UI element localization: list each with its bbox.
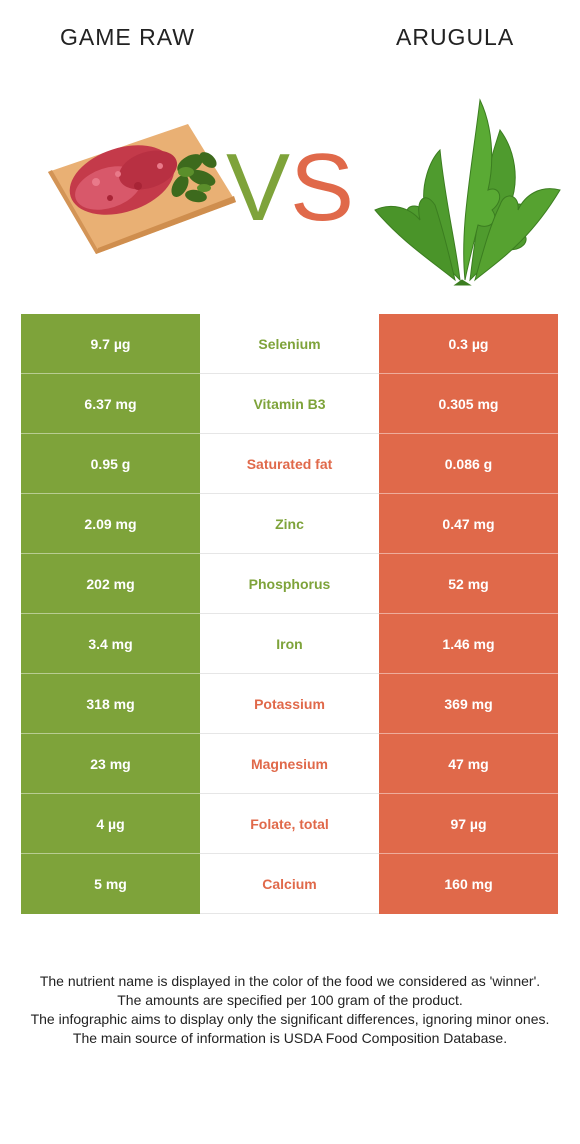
raw-meat-on-board-icon xyxy=(48,124,236,254)
left-food-title: GAME RAW xyxy=(60,24,195,50)
left-value: 4 µg xyxy=(21,794,200,854)
right-value: 47 mg xyxy=(379,734,558,794)
footer-line-1: The nutrient name is displayed in the co… xyxy=(39,973,541,989)
nutrient-comparison-table: 9.7 µg Selenium 0.3 µg 6.37 mg Vitamin B3 0.3… xyxy=(21,314,558,914)
table-row: 0.95 g Saturated fat 0.086 g xyxy=(21,434,558,494)
right-value: 160 mg xyxy=(379,854,558,914)
table-row: 6.37 mg Vitamin B3 0.305 mg xyxy=(21,374,558,434)
table-row: 318 mg Potassium 369 mg xyxy=(21,674,558,734)
right-value: 369 mg xyxy=(379,674,558,734)
left-value: 5 mg xyxy=(21,854,200,914)
left-value: 23 mg xyxy=(21,734,200,794)
nutrient-name: Selenium xyxy=(200,314,379,374)
right-value: 52 mg xyxy=(379,554,558,614)
right-value: 1.46 mg xyxy=(379,614,558,674)
left-value: 202 mg xyxy=(21,554,200,614)
left-value: 3.4 mg xyxy=(21,614,200,674)
nutrient-name: Phosphorus xyxy=(200,554,379,614)
left-value: 0.95 g xyxy=(21,434,200,494)
arugula-leaves-icon xyxy=(374,98,561,286)
footer-line-3: The infographic aims to display only the… xyxy=(30,1011,550,1027)
left-value: 6.37 mg xyxy=(21,374,200,434)
left-value: 2.09 mg xyxy=(21,494,200,554)
table-row: 5 mg Calcium 160 mg xyxy=(21,854,558,914)
footer-line-4: The main source of information is USDA F… xyxy=(72,1030,508,1046)
nutrient-name: Magnesium xyxy=(200,734,379,794)
table-row: 23 mg Magnesium 47 mg xyxy=(21,734,558,794)
right-value: 97 µg xyxy=(379,794,558,854)
table-row: 4 µg Folate, total 97 µg xyxy=(21,794,558,854)
table-row: 2.09 mg Zinc 0.47 mg xyxy=(21,494,558,554)
nutrient-name: Potassium xyxy=(200,674,379,734)
right-value: 0.3 µg xyxy=(379,314,558,374)
nutrient-name: Calcium xyxy=(200,854,379,914)
nutrient-name: Zinc xyxy=(200,494,379,554)
table-row: 3.4 mg Iron 1.46 mg xyxy=(21,614,558,674)
left-value: 318 mg xyxy=(21,674,200,734)
left-value: 9.7 µg xyxy=(21,314,200,374)
right-value: 0.086 g xyxy=(379,434,558,494)
hero-illustration: VS xyxy=(48,98,561,286)
footer-notes: The nutrient name is displayed in the co… xyxy=(14,972,566,1048)
footer-line-2: The amounts are specified per 100 gram o… xyxy=(117,992,463,1008)
table-row: 9.7 µg Selenium 0.3 µg xyxy=(21,314,558,374)
nutrient-name: Folate, total xyxy=(200,794,379,854)
nutrient-name: Vitamin B3 xyxy=(200,374,379,434)
right-value: 0.305 mg xyxy=(379,374,558,434)
nutrient-name: Iron xyxy=(200,614,379,674)
right-value: 0.47 mg xyxy=(379,494,558,554)
right-food-title: ARUGULA xyxy=(396,24,515,50)
vs-label: VS xyxy=(226,134,354,241)
nutrient-name: Saturated fat xyxy=(200,434,379,494)
table-row: 202 mg Phosphorus 52 mg xyxy=(21,554,558,614)
